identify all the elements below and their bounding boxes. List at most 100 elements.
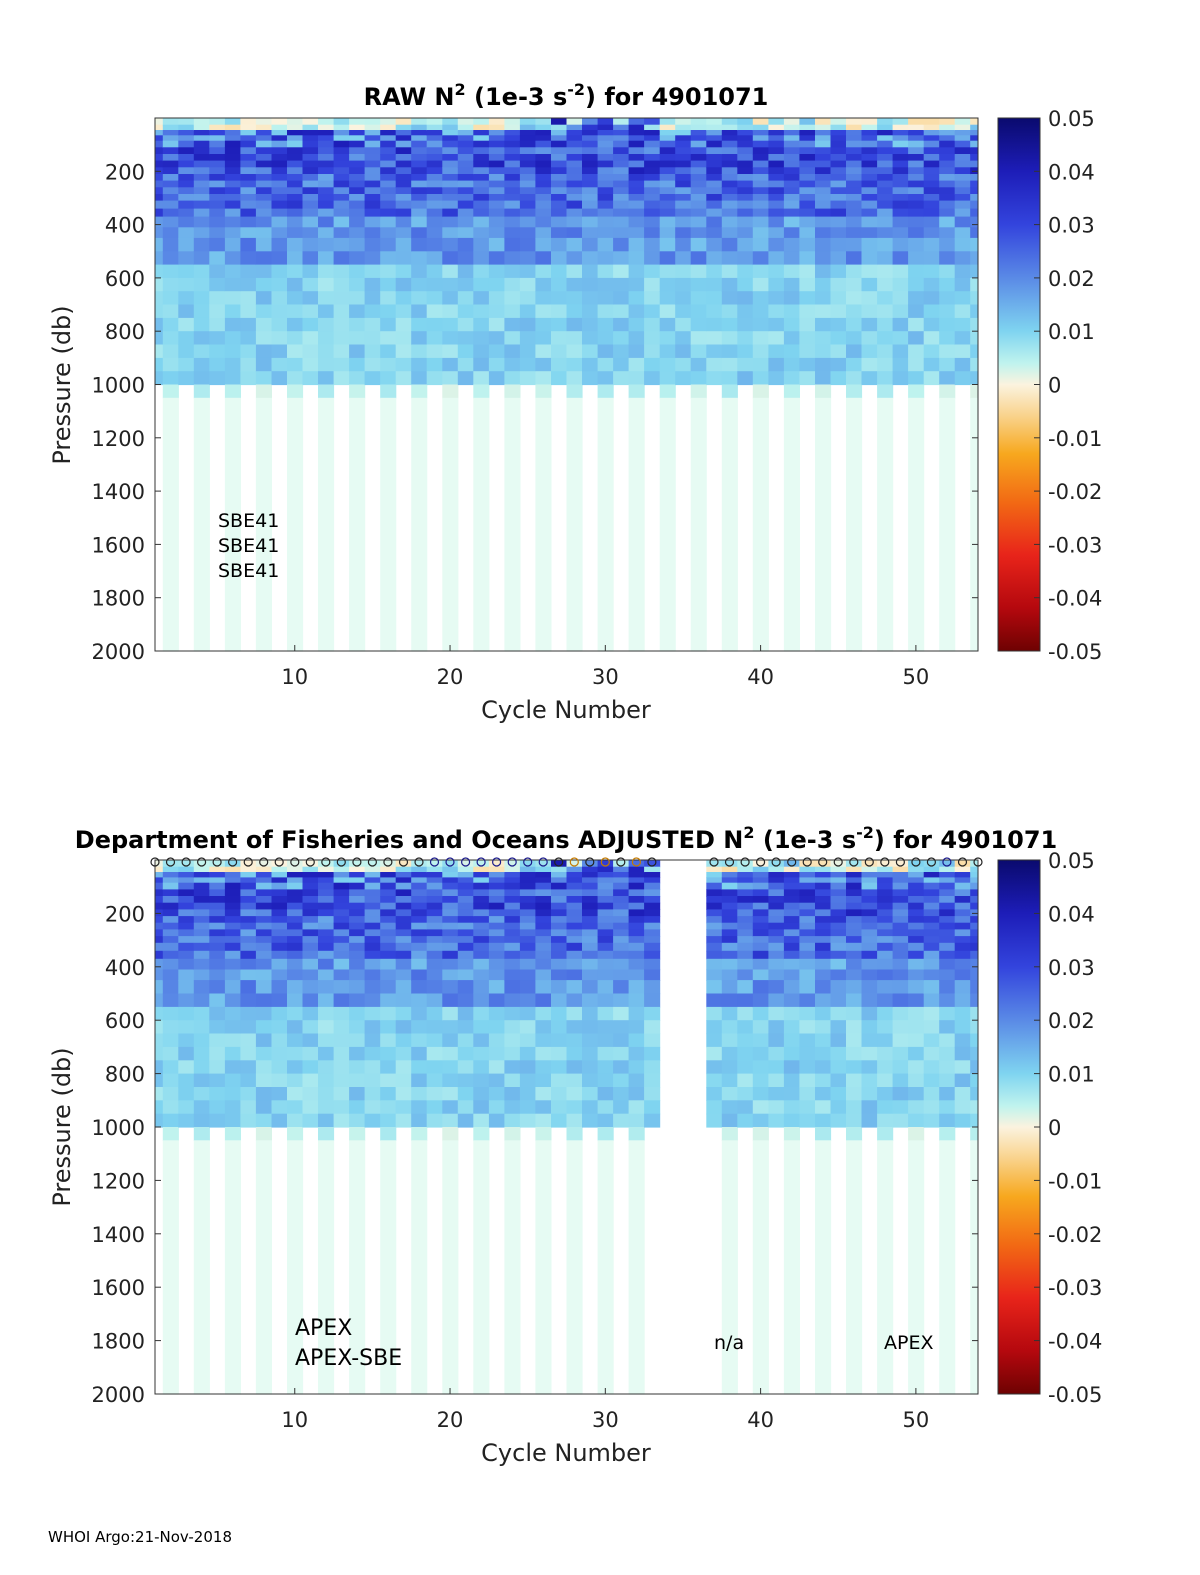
heatmap-cell [364, 877, 381, 884]
heatmap-cell [426, 1006, 443, 1021]
heatmap-cell [799, 916, 816, 924]
heatmap-cell [582, 130, 599, 136]
heatmap-cell [613, 124, 630, 131]
heatmap-cell [519, 264, 536, 279]
heatmap-cell [830, 1033, 847, 1048]
heatmap-cell [426, 969, 443, 981]
heatmap-cell [613, 877, 630, 884]
heatmap-cell [364, 291, 381, 306]
qc-marker [569, 857, 579, 867]
heatmap-cell [752, 237, 769, 252]
heatmap-cell [209, 130, 226, 136]
heatmap-cell [877, 936, 894, 944]
heatmap-cell [442, 227, 459, 239]
heatmap-cell [815, 397, 832, 652]
heatmap-cell [271, 1073, 288, 1088]
heatmap-cell [939, 872, 956, 878]
heatmap-cell [846, 264, 863, 279]
heatmap-cell [954, 174, 971, 182]
heatmap-cell [318, 118, 335, 126]
heatmap-cell [597, 872, 614, 878]
heatmap-cell [846, 902, 863, 910]
heatmap-cell [799, 237, 816, 252]
heatmap-cell [908, 251, 925, 266]
heatmap-cell [613, 216, 630, 228]
heatmap-cell [644, 958, 661, 971]
heatmap-cell [830, 200, 847, 210]
heatmap-cell [582, 1033, 599, 1048]
heatmap-cell [970, 251, 978, 266]
heatmap-cell [287, 1073, 304, 1088]
heatmap-cell [426, 1113, 443, 1128]
heatmap-cell [659, 118, 676, 126]
heatmap-cell [551, 160, 568, 168]
raw-annotation-1: SBE41 [218, 510, 279, 532]
heatmap-cell [551, 371, 568, 386]
heatmap-cell [395, 909, 412, 917]
heatmap-cell [193, 866, 210, 873]
heatmap-cell [442, 357, 459, 372]
heatmap-cell [954, 344, 971, 359]
heatmap-cell [706, 277, 723, 292]
heatmap-cell [970, 929, 978, 937]
heatmap-cell [877, 371, 894, 386]
x-tick-label: 20 [437, 1408, 464, 1432]
heatmap-cell [551, 291, 568, 306]
heatmap-cell [939, 1100, 956, 1115]
heatmap-cell [923, 291, 940, 306]
heatmap-cell [364, 140, 381, 148]
heatmap-cell [846, 889, 863, 897]
heatmap-cell [613, 180, 630, 188]
heatmap-cell [877, 251, 894, 266]
heatmap-cell [457, 922, 474, 930]
heatmap-cell [752, 1046, 769, 1061]
heatmap-cell [846, 882, 863, 890]
heatmap-cell [566, 1073, 583, 1088]
heatmap-cell [644, 929, 661, 937]
heatmap-cell [395, 194, 412, 202]
heatmap-cell [628, 958, 645, 971]
heatmap-cell [877, 877, 894, 884]
heatmap-cell [706, 860, 723, 868]
heatmap-cell [318, 950, 335, 960]
heatmap-cell [908, 180, 925, 188]
heatmap-cell [364, 969, 381, 981]
heatmap-cell [768, 304, 785, 319]
heatmap-cell [488, 942, 505, 952]
heatmap-cell [861, 1046, 878, 1061]
heatmap-cell [364, 344, 381, 359]
heatmap-cell [302, 216, 319, 228]
heatmap-cell [551, 180, 568, 188]
heatmap-cell [939, 958, 956, 971]
heatmap-cell [535, 958, 552, 971]
heatmap-cell [566, 180, 583, 188]
heatmap-cell [861, 882, 878, 890]
heatmap-cell [488, 291, 505, 306]
heatmap-cell [970, 331, 978, 346]
heatmap-cell [706, 371, 723, 386]
heatmap-cell [224, 1006, 241, 1021]
heatmap-cell [768, 344, 785, 359]
heatmap-cell [302, 969, 319, 981]
heatmap-cell [923, 1020, 940, 1035]
heatmap-cell [939, 147, 956, 155]
heatmap-cell [364, 896, 381, 904]
heatmap-cell [675, 304, 692, 319]
heatmap-cell [209, 291, 226, 306]
heatmap-cell [566, 187, 583, 195]
heatmap-cell [240, 160, 257, 168]
heatmap-cell [659, 160, 676, 168]
qc-marker [647, 857, 657, 867]
heatmap-cell [783, 277, 800, 292]
heatmap-cell [799, 922, 816, 930]
heatmap-cell [349, 872, 366, 878]
heatmap-cell [752, 344, 769, 359]
heatmap-cell [908, 1127, 925, 1141]
heatmap-cell [939, 154, 956, 162]
heatmap-cell [721, 371, 738, 386]
heatmap-cell [240, 130, 257, 136]
heatmap-cell [519, 180, 536, 188]
heatmap-cell [488, 317, 505, 332]
heatmap-cell [162, 950, 179, 960]
heatmap-cell [488, 344, 505, 359]
